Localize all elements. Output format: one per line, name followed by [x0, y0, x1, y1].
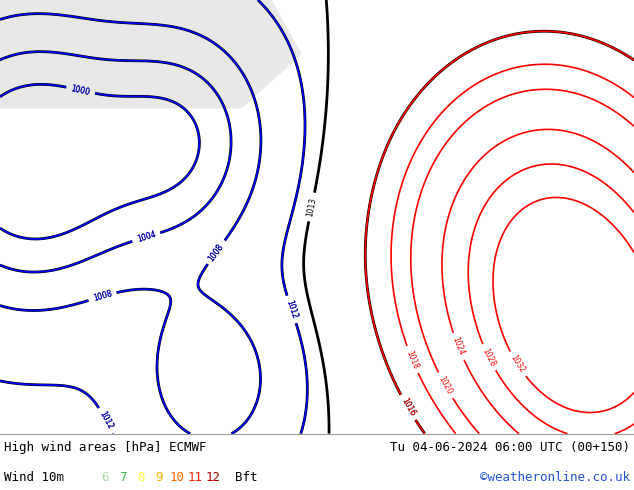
Text: 1016: 1016	[399, 397, 417, 418]
Text: High wind areas [hPa] ECMWF: High wind areas [hPa] ECMWF	[4, 441, 207, 454]
Text: 1012: 1012	[98, 410, 115, 431]
Text: 1012: 1012	[284, 299, 299, 320]
Text: Tu 04-06-2024 06:00 UTC (00+150): Tu 04-06-2024 06:00 UTC (00+150)	[390, 441, 630, 454]
Text: 1012: 1012	[98, 410, 115, 431]
Text: 6: 6	[101, 471, 109, 484]
Text: 1008: 1008	[92, 290, 113, 303]
Text: 1016: 1016	[399, 397, 417, 418]
Text: 10: 10	[169, 471, 184, 484]
Text: 7: 7	[119, 471, 127, 484]
Text: 11: 11	[188, 471, 202, 484]
Text: 1012: 1012	[284, 299, 299, 320]
Text: 1004: 1004	[136, 230, 157, 244]
Text: 1013: 1013	[306, 196, 318, 218]
Text: 1024: 1024	[451, 336, 466, 357]
Text: 1028: 1028	[481, 347, 497, 368]
Text: 1000: 1000	[70, 84, 91, 97]
Text: 1008: 1008	[207, 242, 226, 263]
Text: 1000: 1000	[70, 84, 91, 97]
Text: Wind 10m: Wind 10m	[4, 471, 64, 484]
Text: 1018: 1018	[404, 349, 420, 370]
Text: 1020: 1020	[437, 375, 454, 396]
Text: 12: 12	[205, 471, 221, 484]
Text: ©weatheronline.co.uk: ©weatheronline.co.uk	[480, 471, 630, 484]
Text: 1008: 1008	[92, 290, 113, 303]
Text: 8: 8	[137, 471, 145, 484]
Text: 1008: 1008	[207, 242, 226, 263]
Text: 1032: 1032	[508, 354, 526, 375]
Text: Bft: Bft	[235, 471, 257, 484]
Polygon shape	[0, 0, 302, 108]
Text: 9: 9	[155, 471, 163, 484]
Text: 1004: 1004	[136, 230, 157, 244]
